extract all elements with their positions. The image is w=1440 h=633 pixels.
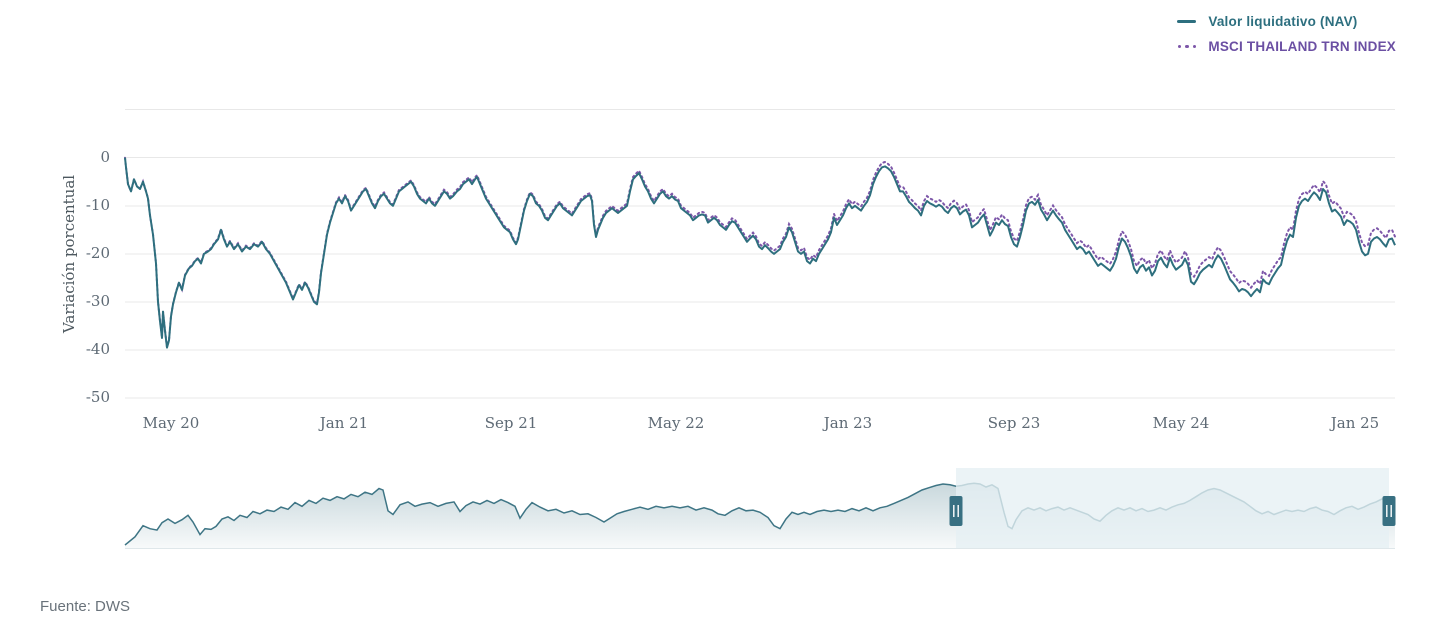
navigator-handle-left[interactable] bbox=[949, 496, 963, 526]
x-tick-label: May 20 bbox=[142, 414, 200, 432]
y-tick-label: -50 bbox=[85, 388, 110, 407]
x-tick-label: Sep 21 bbox=[484, 414, 538, 432]
legend-item-nav[interactable]: Valor liquidativo (NAV) bbox=[1177, 14, 1357, 29]
source-label: Fuente: DWS bbox=[40, 598, 131, 615]
y-tick-label: -10 bbox=[85, 195, 110, 214]
x-tick-label: Jan 23 bbox=[823, 414, 873, 432]
navigator-handle-right[interactable] bbox=[1382, 496, 1396, 526]
y-tick-label: -20 bbox=[85, 243, 110, 262]
nav-series-line[interactable] bbox=[124, 157, 1396, 349]
x-tick-label: Sep 23 bbox=[987, 414, 1041, 432]
msci-dots-marker-icon bbox=[1177, 44, 1197, 49]
legend-item-msci[interactable]: MSCI THAILAND TRN INDEX bbox=[1177, 39, 1396, 54]
y-tick-label: -30 bbox=[85, 291, 110, 310]
legend-label-nav: Valor liquidativo (NAV) bbox=[1208, 14, 1358, 29]
navigator-mask[interactable] bbox=[956, 468, 1389, 548]
x-tick-label: May 24 bbox=[1152, 414, 1210, 432]
x-tick-label: Jan 21 bbox=[319, 414, 369, 432]
y-tick-label: -40 bbox=[85, 340, 110, 359]
x-tick-label: May 22 bbox=[647, 414, 705, 432]
x-tick-label: Jan 25 bbox=[1330, 414, 1380, 432]
chart-legend: Valor liquidativo (NAV) MSCI THAILAND TR… bbox=[1177, 14, 1396, 54]
nav-line-marker-icon bbox=[1177, 20, 1197, 23]
msci-series-line[interactable] bbox=[124, 156, 1396, 348]
y-tick-label: 0 bbox=[100, 147, 110, 166]
legend-label-msci: MSCI THAILAND TRN INDEX bbox=[1208, 39, 1396, 54]
